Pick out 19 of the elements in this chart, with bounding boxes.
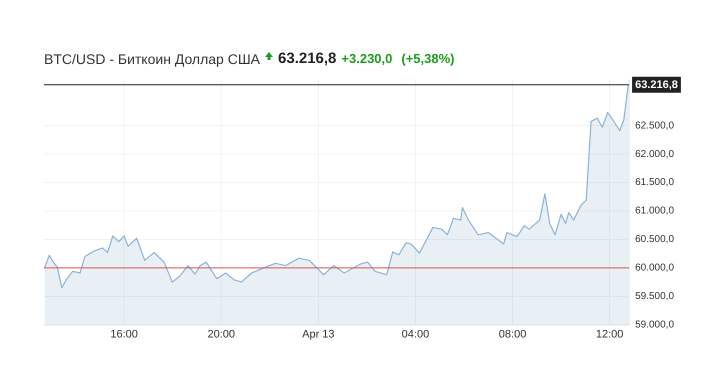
text: (+5,38%) [401, 51, 454, 66]
y-tick-label: 61.000,0 [635, 206, 674, 217]
y-tick-label: 61.500,0 [635, 177, 674, 188]
y-tick-label: 59.500,0 [635, 291, 674, 302]
y-tick-label: 59.000,0 [635, 320, 674, 331]
y-tick-label: 60.500,0 [635, 234, 674, 246]
text: 63.216,8 [278, 50, 336, 67]
ref-line-label: 63.216,8 [635, 78, 678, 91]
x-tick-label: 08:00 [498, 328, 526, 340]
x-tick-label: 20:00 [207, 328, 235, 340]
x-tick-label: 04:00 [402, 328, 430, 340]
text: +3.230,0 [341, 51, 392, 66]
x-tick-label: 12:00 [596, 328, 624, 340]
y-tick-label: 60.000,0 [635, 262, 674, 274]
y-tick-label: 62.500,0 [635, 120, 674, 132]
x-tick-label: Apr 13 [302, 328, 335, 340]
chart-title: BTC/USD - Биткоин Доллар США [44, 50, 260, 66]
y-tick-label: 62.000,0 [635, 148, 674, 160]
x-tick-label: 16:00 [110, 328, 138, 340]
